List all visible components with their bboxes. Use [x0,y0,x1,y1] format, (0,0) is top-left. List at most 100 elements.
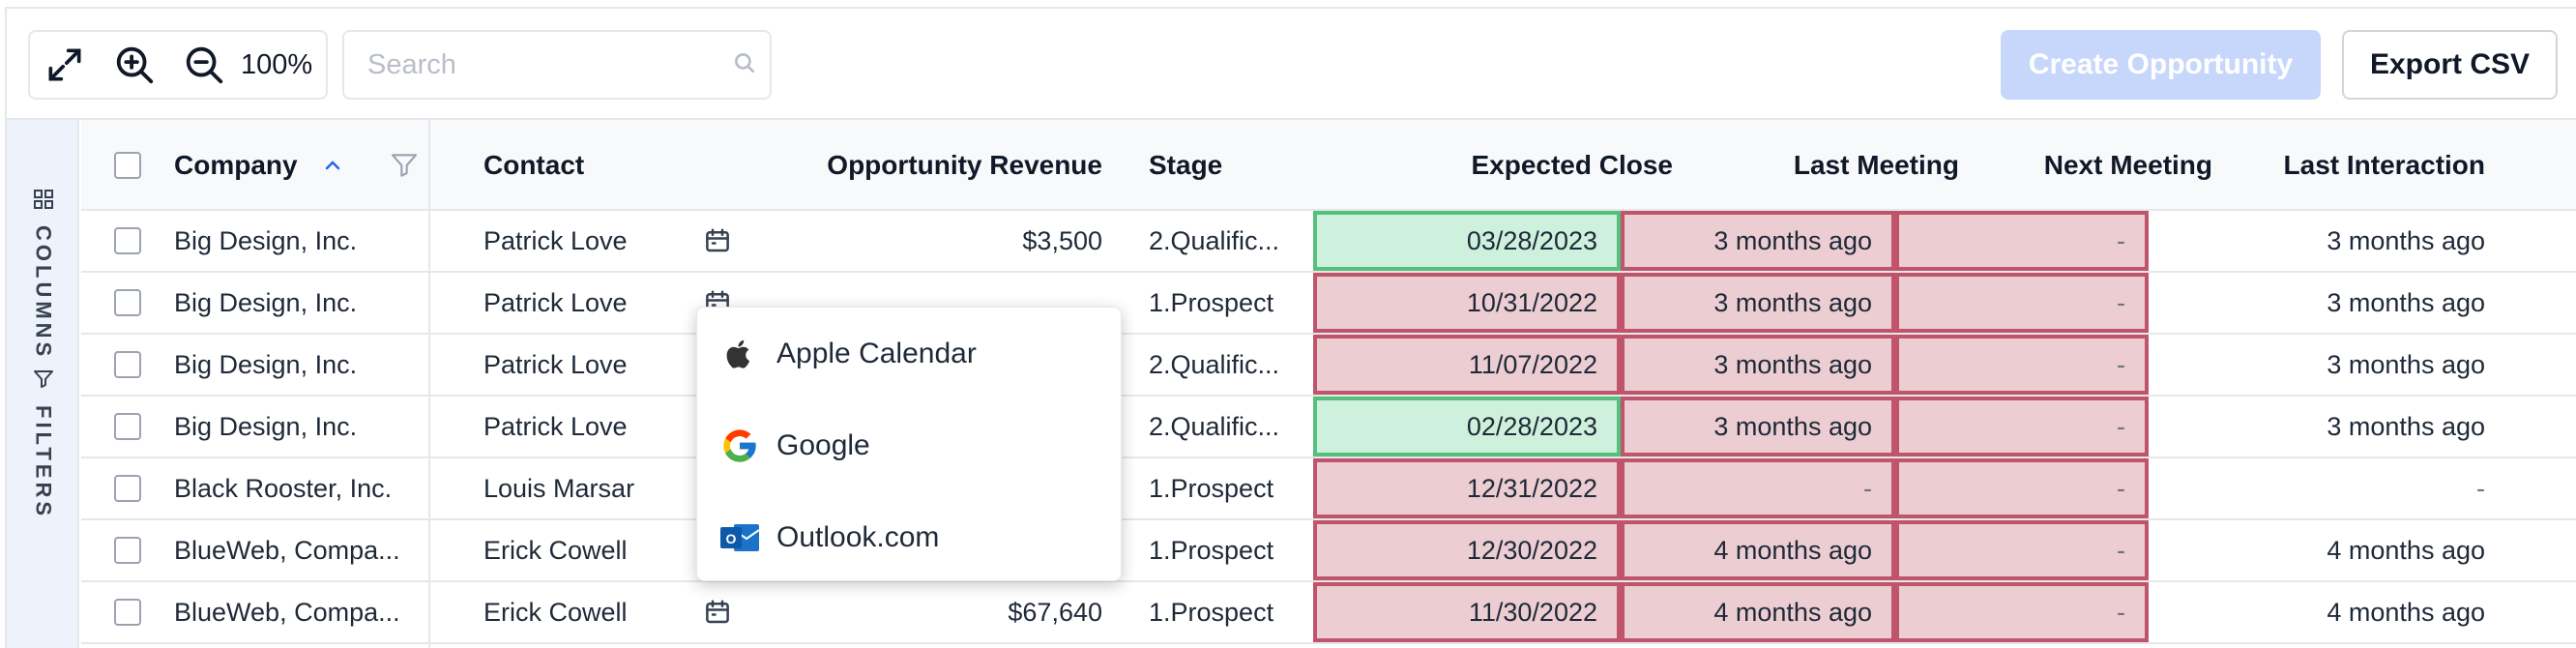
filters-label: FILTERS [31,405,56,520]
table-row[interactable]: Big Design, Inc. Patrick Love $3,500 2.Qual… [81,211,2576,273]
expected-close-cell[interactable]: 12/30/2022 [1313,520,1621,580]
select-all-checkbox-cell [114,120,141,211]
last-meeting-cell[interactable]: 4 months ago [1621,582,1895,642]
last-interaction-cell[interactable]: 3 months ago [2327,411,2485,441]
row-checkbox[interactable] [114,413,141,440]
contact-cell[interactable]: Patrick Love [483,411,628,441]
export-csv-button[interactable]: Export CSV [2342,30,2558,100]
revenue-cell[interactable]: $67,640 [1008,597,1102,627]
expected-close-cell[interactable]: 02/28/2023 [1313,397,1621,457]
header-expected-close[interactable]: Expected Close [1471,150,1673,180]
last-meeting-cell[interactable]: 3 months ago [1621,211,1895,271]
contact-cell[interactable]: Erick Cowell [483,597,628,627]
header-revenue[interactable]: Opportunity Revenue [827,150,1102,180]
next-meeting-cell[interactable]: - [1895,273,2149,333]
menu-item-outlook-label: Outlook.com [776,520,940,553]
svg-text:O: O [726,531,737,546]
search-input[interactable] [367,48,732,81]
google-icon [718,425,761,467]
company-cell[interactable]: Big Design, Inc. [174,225,358,255]
header-company[interactable]: Company [174,120,420,211]
column-filter-icon[interactable] [389,150,420,181]
company-cell[interactable]: Big Design, Inc. [174,287,358,317]
next-meeting-cell[interactable]: - [1895,211,2149,271]
company-cell[interactable]: Black Rooster, Inc. [174,473,393,503]
row-checkbox[interactable] [114,227,141,254]
last-interaction-cell[interactable]: 3 months ago [2327,225,2485,255]
table-row[interactable]: BlueWeb, Compa... Erick Cowell $67,640 1.Pr… [81,582,2576,644]
contact-cell[interactable]: Erick Cowell [483,535,628,565]
next-meeting-cell[interactable]: - [1895,520,2149,580]
search-box [342,30,772,100]
stage-cell[interactable]: 1.Prospect [1149,597,1274,627]
menu-item-outlook[interactable]: O Outlook.com [697,491,1121,583]
expected-close-cell[interactable]: 11/07/2022 [1313,335,1621,395]
last-meeting-cell[interactable]: 3 months ago [1621,397,1895,457]
last-meeting-cell[interactable]: - [1621,458,1895,518]
contact-cell[interactable]: Patrick Love [483,349,628,379]
contact-cell[interactable]: Patrick Love [483,287,628,317]
select-all-checkbox[interactable] [114,152,141,179]
filters-panel-toggle[interactable]: FILTERS [7,368,79,519]
company-cell[interactable]: BlueWeb, Compa... [174,535,400,565]
zoom-level: 100% [241,48,313,80]
last-meeting-cell[interactable]: 3 months ago [1621,273,1895,333]
contact-cell[interactable]: Louis Marsar [483,473,635,503]
last-interaction-cell[interactable]: 3 months ago [2327,287,2485,317]
row-checkbox-cell [114,273,141,333]
header-last-meeting[interactable]: Last Meeting [1793,150,1959,180]
company-cell[interactable]: BlueWeb, Compa... [174,597,400,627]
stage-cell[interactable]: 1.Prospect [1149,287,1274,317]
last-interaction-cell[interactable]: 3 months ago [2327,349,2485,379]
expand-icon[interactable] [30,32,100,98]
stage-cell[interactable]: 1.Prospect [1149,535,1274,565]
columns-panel-toggle[interactable]: COLUMNS [7,188,79,360]
header-next-meeting[interactable]: Next Meeting [2043,150,2212,180]
row-checkbox[interactable] [114,475,141,502]
next-meeting-cell[interactable]: - [1895,582,2149,642]
stage-cell[interactable]: 2.Qualific... [1149,349,1280,379]
expected-close-cell[interactable]: 10/31/2022 [1313,273,1621,333]
next-meeting-cell[interactable]: - [1895,458,2149,518]
table-row[interactable]: BlueWeb, Compa... Erick Cowell 1.Prospect 1… [81,520,2576,582]
last-interaction-cell[interactable]: 4 months ago [2327,535,2485,565]
last-meeting-cell[interactable]: 4 months ago [1621,520,1895,580]
expected-close-cell[interactable]: 11/30/2022 [1313,582,1621,642]
last-interaction-cell[interactable]: - [2476,473,2485,503]
stage-cell[interactable]: 1.Prospect [1149,473,1274,503]
revenue-cell[interactable]: $3,500 [1022,225,1102,255]
table-row[interactable]: Big Design, Inc. Patrick Love 1.Prospect 10… [81,273,2576,335]
sort-ascending-icon[interactable] [321,154,344,177]
expected-close-cell[interactable]: 12/31/2022 [1313,458,1621,518]
table-row[interactable]: Big Design, Inc. Patrick Love 2.Qualific..… [81,335,2576,397]
company-cell[interactable]: Big Design, Inc. [174,349,358,379]
row-checkbox[interactable] [114,599,141,626]
contact-cell[interactable]: Patrick Love [483,225,628,255]
menu-item-google[interactable]: Google [697,399,1121,491]
row-checkbox-cell [114,582,141,642]
company-cell[interactable]: Big Design, Inc. [174,411,358,441]
header-last-interaction[interactable]: Last Interaction [2283,150,2485,180]
stage-cell[interactable]: 2.Qualific... [1149,225,1280,255]
last-meeting-cell[interactable]: 3 months ago [1621,335,1895,395]
table-row[interactable]: Big Design, Inc. Patrick Love 2.Qualific..… [81,397,2576,458]
zoom-in-icon[interactable] [100,32,169,98]
zoom-out-icon[interactable] [169,32,239,98]
header-contact[interactable]: Contact [483,150,585,180]
menu-item-apple-calendar[interactable]: Apple Calendar [697,308,1121,399]
create-opportunity-button[interactable]: Create Opportunity [2001,30,2321,100]
table-row[interactable]: Black Rooster, Inc. Louis Marsar 1.Prospec… [81,458,2576,520]
row-checkbox[interactable] [114,537,141,564]
row-checkbox[interactable] [114,289,141,316]
last-interaction-cell[interactable]: 4 months ago [2327,597,2485,627]
row-checkbox[interactable] [114,351,141,378]
next-meeting-cell[interactable]: - [1895,335,2149,395]
stage-cell[interactable]: 2.Qualific... [1149,411,1280,441]
toolbar: 100% Create Opportunity Export CSV [7,9,2576,120]
calendar-icon[interactable] [696,211,739,271]
menu-item-apple-label: Apple Calendar [776,337,977,369]
next-meeting-cell[interactable]: - [1895,397,2149,457]
expected-close-cell[interactable]: 03/28/2023 [1313,211,1621,271]
header-stage[interactable]: Stage [1149,150,1223,180]
calendar-icon[interactable] [696,582,739,642]
